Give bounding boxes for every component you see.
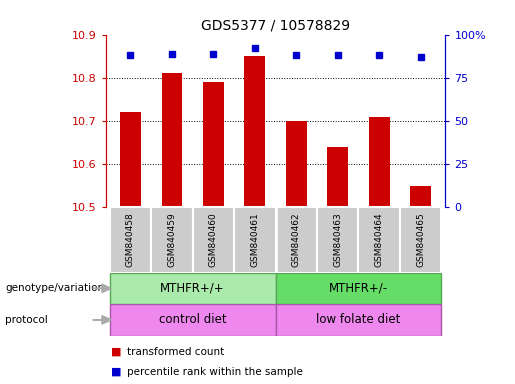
Text: MTHFR+/-: MTHFR+/- [329,282,388,295]
Text: GSM840465: GSM840465 [416,213,425,267]
Bar [245,56,265,207]
Bar [110,207,151,273]
Text: GSM840462: GSM840462 [292,213,301,267]
Text: ■: ■ [111,367,121,377]
Text: GSM840458: GSM840458 [126,213,135,267]
Bar [358,207,400,273]
Bar [110,304,276,336]
Text: GSM840464: GSM840464 [374,213,384,267]
Bar [162,73,182,207]
Bar [317,207,358,273]
Bar [276,304,441,336]
Bar [410,186,431,207]
Bar [120,112,141,207]
Bar [151,207,193,273]
Bar [276,207,317,273]
Bar [276,273,441,304]
Bar [203,82,224,207]
Bar [369,117,389,207]
Bar [286,121,306,207]
Text: percentile rank within the sample: percentile rank within the sample [127,367,303,377]
Title: GDS5377 / 10578829: GDS5377 / 10578829 [201,18,350,32]
Text: control diet: control diet [159,313,227,326]
Text: GSM840463: GSM840463 [333,213,342,267]
Bar [234,207,276,273]
Text: GSM840460: GSM840460 [209,213,218,267]
Bar [193,207,234,273]
Bar [110,273,276,304]
Text: transformed count: transformed count [127,347,225,357]
Text: low folate diet: low folate diet [316,313,401,326]
Text: genotype/variation: genotype/variation [5,283,104,293]
Text: GSM840461: GSM840461 [250,213,259,267]
Text: MTHFR+/+: MTHFR+/+ [160,282,225,295]
Text: ■: ■ [111,347,121,357]
Text: GSM840459: GSM840459 [167,213,177,267]
Bar [400,207,441,273]
Text: protocol: protocol [5,315,48,325]
Bar [328,147,348,207]
